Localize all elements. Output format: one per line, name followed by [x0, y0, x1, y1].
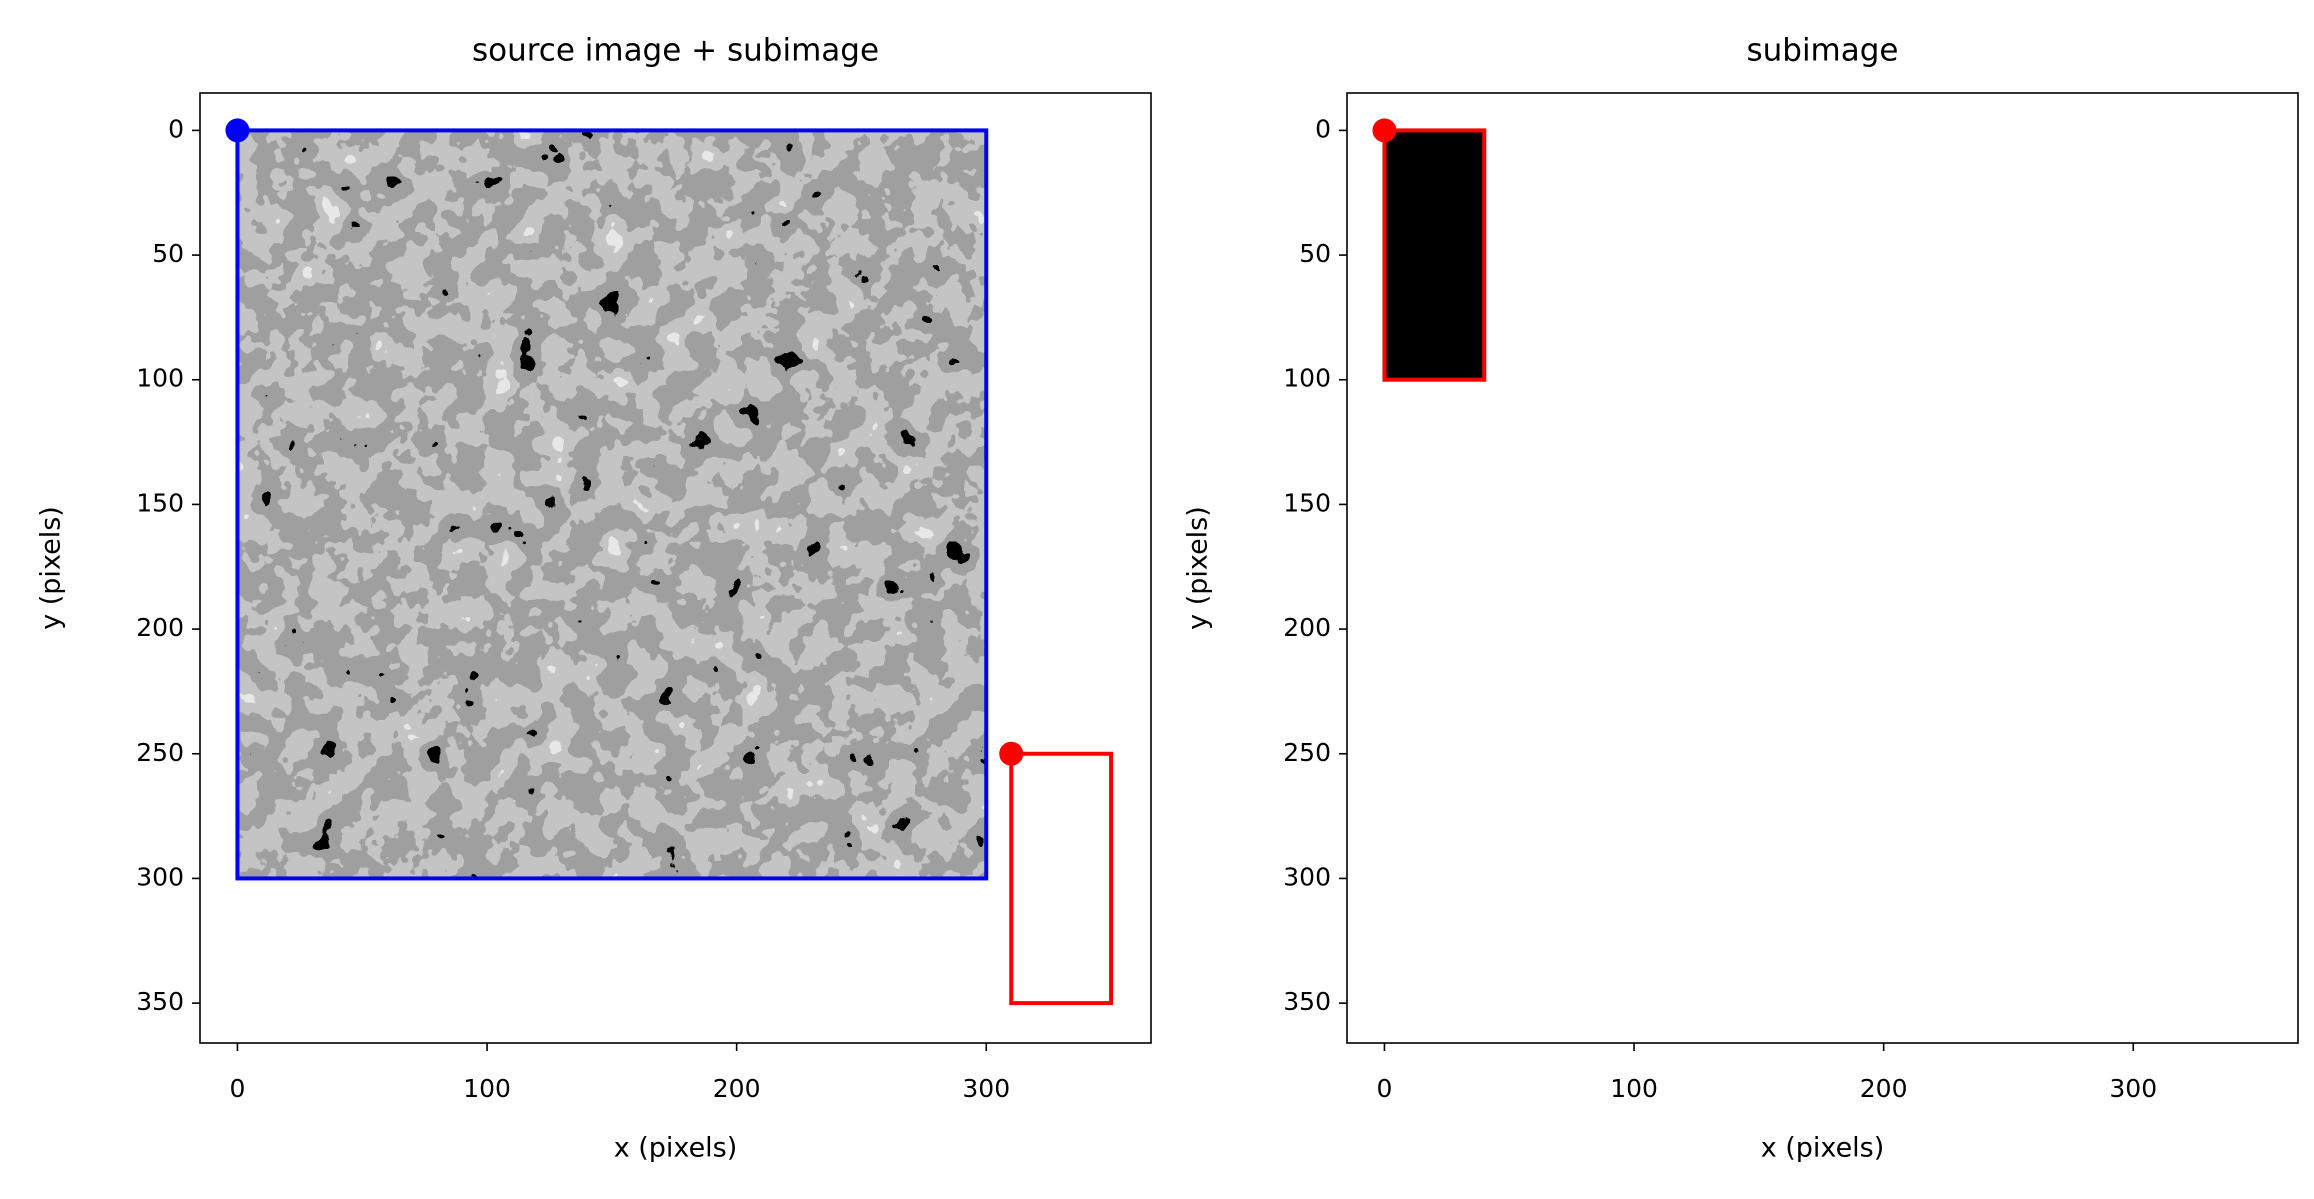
- x-tick-label: 300: [962, 1074, 1010, 1103]
- rectangle: [1382, 128, 1487, 382]
- y-tick-label: 200: [136, 613, 184, 642]
- y-tick-label: 200: [1283, 613, 1331, 642]
- y-tick-label: 50: [152, 239, 184, 268]
- source-image: [237, 130, 987, 879]
- rectangle: [235, 128, 989, 881]
- y-tick-label: 0: [168, 114, 184, 143]
- y-axis-label: y (pixels): [1183, 506, 1214, 630]
- x-axis-label: x (pixels): [1761, 1133, 1885, 1164]
- y-tick-label: 100: [136, 364, 184, 393]
- y-tick-label: 250: [136, 738, 184, 767]
- x-tick-label: 100: [1610, 1074, 1658, 1103]
- axes: 0 100 200 300 0 50 100 150 200 250 300 350 source im…: [36, 33, 1152, 1164]
- y-tick-label: 350: [1283, 987, 1331, 1016]
- y-tick-label: 300: [136, 862, 184, 891]
- x-tick-label: 100: [463, 1074, 511, 1103]
- y-tick-label: 300: [1283, 862, 1331, 891]
- y-tick-label: 250: [1283, 738, 1331, 767]
- y-tick-label: 150: [1283, 488, 1331, 517]
- chart-title: source image + subimage: [472, 33, 879, 69]
- x-tick-label: 200: [713, 1074, 761, 1103]
- point: [1372, 118, 1397, 143]
- y-tick-label: 0: [1315, 114, 1331, 143]
- x-axis-label: x (pixels): [614, 1133, 738, 1164]
- axes-frame: [199, 92, 1152, 1044]
- plot-area: [1382, 128, 1487, 382]
- y-tick-label: 350: [136, 987, 184, 1016]
- x-tick-label: 0: [229, 1074, 245, 1103]
- x-tick-label: 0: [1376, 1074, 1392, 1103]
- point: [999, 741, 1024, 766]
- plot-area: [235, 128, 1114, 1006]
- y-tick-label: 50: [1299, 239, 1331, 268]
- chart-title: subimage: [1746, 33, 1898, 69]
- x-tick-label: 200: [1860, 1074, 1908, 1103]
- axes: 0 100 200 300 0 50 100 150 200 250 300 350 subimage x…: [1183, 33, 2299, 1164]
- x-tick-label: 300: [2109, 1074, 2157, 1103]
- rectangle: [1009, 751, 1114, 1006]
- y-tick-label: 150: [136, 488, 184, 517]
- y-axis-label: y (pixels): [36, 506, 67, 630]
- axes-frame: [1346, 92, 2299, 1044]
- y-tick-label: 100: [1283, 364, 1331, 393]
- point: [225, 118, 250, 143]
